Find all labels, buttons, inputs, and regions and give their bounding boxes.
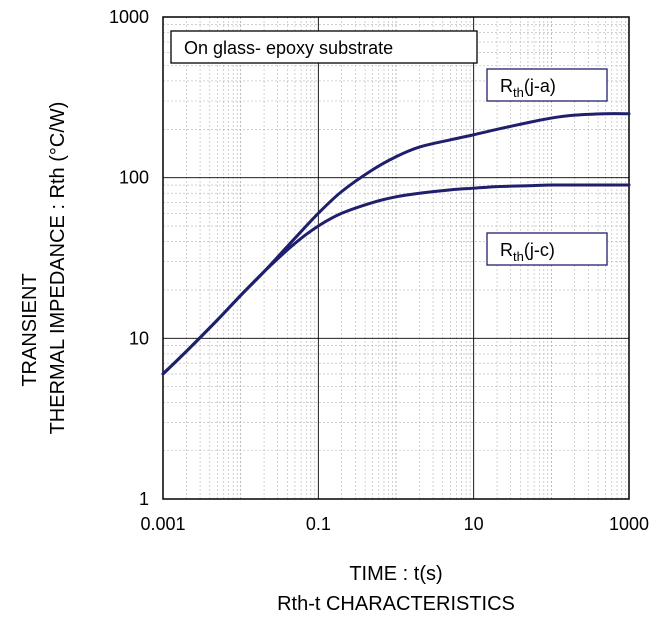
x-axis-label: TIME : t(s) xyxy=(349,563,442,585)
legend-label-jc: Rth(j-c) xyxy=(500,240,555,264)
y-tick-label: 1000 xyxy=(109,7,149,27)
annotation-text: On glass- epoxy substrate xyxy=(184,38,393,58)
series-line-rth-j-c xyxy=(161,183,631,376)
plot-frame xyxy=(162,16,630,500)
legend-frame-ja xyxy=(486,68,608,102)
legend-jc-sub: th xyxy=(513,249,524,264)
y-tick-label: 100 xyxy=(119,168,149,188)
legend-rth-jc: Rth(j-c) xyxy=(486,232,608,266)
legend-frame-jc xyxy=(486,232,608,266)
y-axis-label-line2: THERMAL IMPEDANCE : Rth (°C/W) xyxy=(47,102,69,435)
annotation-box: On glass- epoxy substrate xyxy=(170,30,478,64)
x-tick-label: 0.001 xyxy=(140,514,185,534)
legend-ja-main: R xyxy=(500,76,513,96)
legend-jc-suffix: (j-c) xyxy=(524,240,555,260)
series-layer xyxy=(161,112,631,376)
y-tick-label: 10 xyxy=(129,328,149,348)
x-tick-label: 10 xyxy=(464,514,484,534)
legend-label-ja: Rth(j-a) xyxy=(500,76,556,100)
annotation-frame xyxy=(170,30,478,64)
x-tick-label: 1000 xyxy=(609,514,649,534)
x-tick-labels: 0.001 0.1 10 1000 xyxy=(140,514,649,534)
y-axis-label-line1: TRANSIENT xyxy=(19,273,41,386)
legend-jc-main: R xyxy=(500,240,513,260)
chart-caption: Rth-t CHARACTERISTICS xyxy=(277,593,515,615)
legend-ja-sub: th xyxy=(513,85,524,100)
legend-ja-suffix: (j-a) xyxy=(524,76,556,96)
minor-grid xyxy=(163,17,629,499)
y-tick-label: 1 xyxy=(139,489,149,509)
y-tick-labels: 1 10 100 1000 xyxy=(109,7,149,509)
legend-rth-ja: Rth(j-a) xyxy=(486,68,608,102)
x-tick-label: 0.1 xyxy=(306,514,331,534)
